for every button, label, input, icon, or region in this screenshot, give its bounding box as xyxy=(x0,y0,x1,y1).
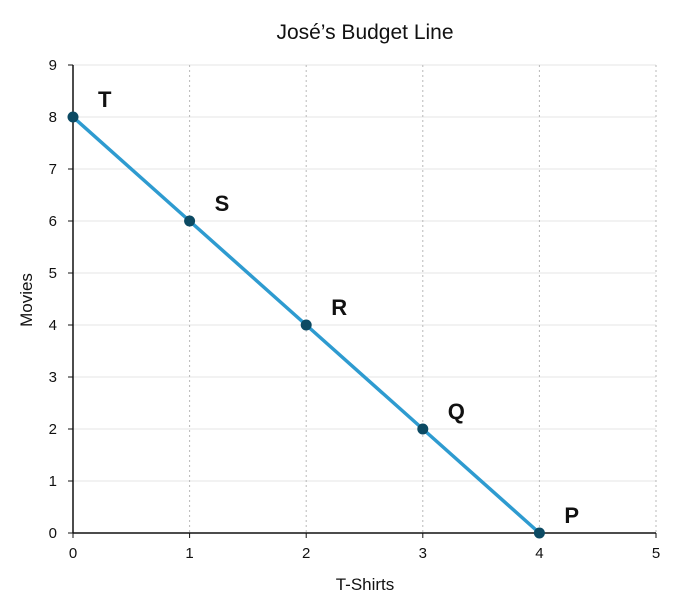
y-axis-label: Movies xyxy=(17,273,36,327)
x-tick-label-1: 1 xyxy=(185,545,193,562)
point-T xyxy=(67,111,79,123)
point-label-P: P xyxy=(564,503,579,528)
x-tick-label-3: 3 xyxy=(419,545,427,562)
point-label-R: R xyxy=(331,295,347,320)
y-tick-label-4: 4 xyxy=(49,317,57,334)
y-tick-label-2: 2 xyxy=(49,421,57,438)
y-tick-label-5: 5 xyxy=(49,265,57,282)
y-tick-label-0: 0 xyxy=(49,525,57,542)
ticks-layer: 0 1 2 3 4 5 0 1 2 3 4 5 6 7 8 9 xyxy=(49,57,661,562)
point-P xyxy=(533,527,545,539)
y-tick-label-7: 7 xyxy=(49,161,57,178)
y-tick-label-3: 3 xyxy=(49,369,57,386)
x-tick-label-4: 4 xyxy=(535,545,543,562)
axes-layer xyxy=(72,65,656,534)
x-tick-label-5: 5 xyxy=(652,545,660,562)
x-tick-label-0: 0 xyxy=(69,545,77,562)
grid-layer xyxy=(73,64,657,533)
point-S xyxy=(184,215,196,227)
y-tick-label-6: 6 xyxy=(49,213,57,230)
point-R xyxy=(300,319,312,331)
y-tick-label-8: 8 xyxy=(49,109,57,126)
point-Q xyxy=(417,423,429,435)
point-label-S: S xyxy=(215,191,230,216)
y-tick-label-1: 1 xyxy=(49,473,57,490)
y-tick-label-9: 9 xyxy=(49,57,57,74)
series-layer: T S R Q P xyxy=(67,87,579,539)
point-label-Q: Q xyxy=(448,399,465,424)
x-tick-label-2: 2 xyxy=(302,545,310,562)
point-label-T: T xyxy=(98,87,112,112)
chart-title: José’s Budget Line xyxy=(276,21,453,44)
x-axis-label: T-Shirts xyxy=(336,575,395,594)
